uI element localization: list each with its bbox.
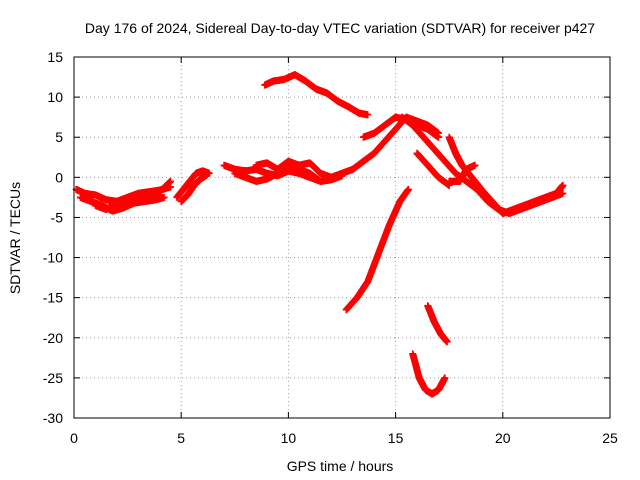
series-arc-e	[177, 171, 211, 205]
data-point	[443, 338, 451, 346]
y-tick-label: -15	[43, 290, 63, 306]
data-point	[441, 374, 449, 382]
y-tick-label: 10	[47, 89, 63, 105]
ticks: 0 5 10 15 20 25 15 10 5 0 -5 -10 -15 -20 -25 -30	[43, 49, 618, 446]
y-tick-label: 15	[47, 49, 63, 65]
y-tick-label: 5	[55, 129, 63, 145]
data-point	[327, 173, 335, 181]
chart-title: Day 176 of 2024, Sidereal Day-to-day VTE…	[85, 20, 595, 36]
x-tick-label: 5	[177, 430, 185, 446]
y-tick-label: -5	[51, 209, 64, 225]
data-point	[203, 171, 211, 179]
data-point	[559, 189, 567, 197]
grid	[74, 57, 610, 418]
y-tick-label: 0	[55, 169, 63, 185]
x-tick-label: 0	[70, 430, 78, 446]
y-tick-label: -10	[43, 250, 63, 266]
x-tick-label: 15	[388, 430, 404, 446]
y-tick-label: -20	[43, 330, 63, 346]
x-tick-label: 10	[281, 430, 297, 446]
data-point	[434, 133, 442, 141]
x-tick-label: 25	[602, 430, 618, 446]
y-tick-label: -25	[43, 370, 63, 386]
y-axis-label: SDTVAR / TECUs	[7, 182, 23, 294]
x-tick-label: 20	[495, 430, 511, 446]
data-point	[559, 181, 567, 189]
series-arc-q	[409, 350, 449, 398]
series-arc-n	[445, 161, 479, 185]
data-point	[166, 177, 174, 185]
series-arc-p	[424, 302, 451, 346]
series-arc-m	[445, 133, 567, 217]
plot-frame	[73, 56, 611, 419]
data-point	[338, 172, 346, 180]
data-point	[404, 185, 412, 193]
data-point	[160, 193, 168, 201]
data-point	[471, 161, 479, 169]
series-arc-i	[261, 71, 372, 119]
data-points	[72, 71, 567, 398]
x-axis-label: GPS time / hours	[287, 458, 394, 474]
y-tick-label: -30	[43, 410, 63, 426]
data-point	[364, 111, 372, 119]
series-arc-o	[342, 185, 412, 314]
series-arc-c	[91, 177, 174, 213]
series-arc-l	[413, 149, 453, 189]
series-arc-h	[252, 157, 335, 181]
